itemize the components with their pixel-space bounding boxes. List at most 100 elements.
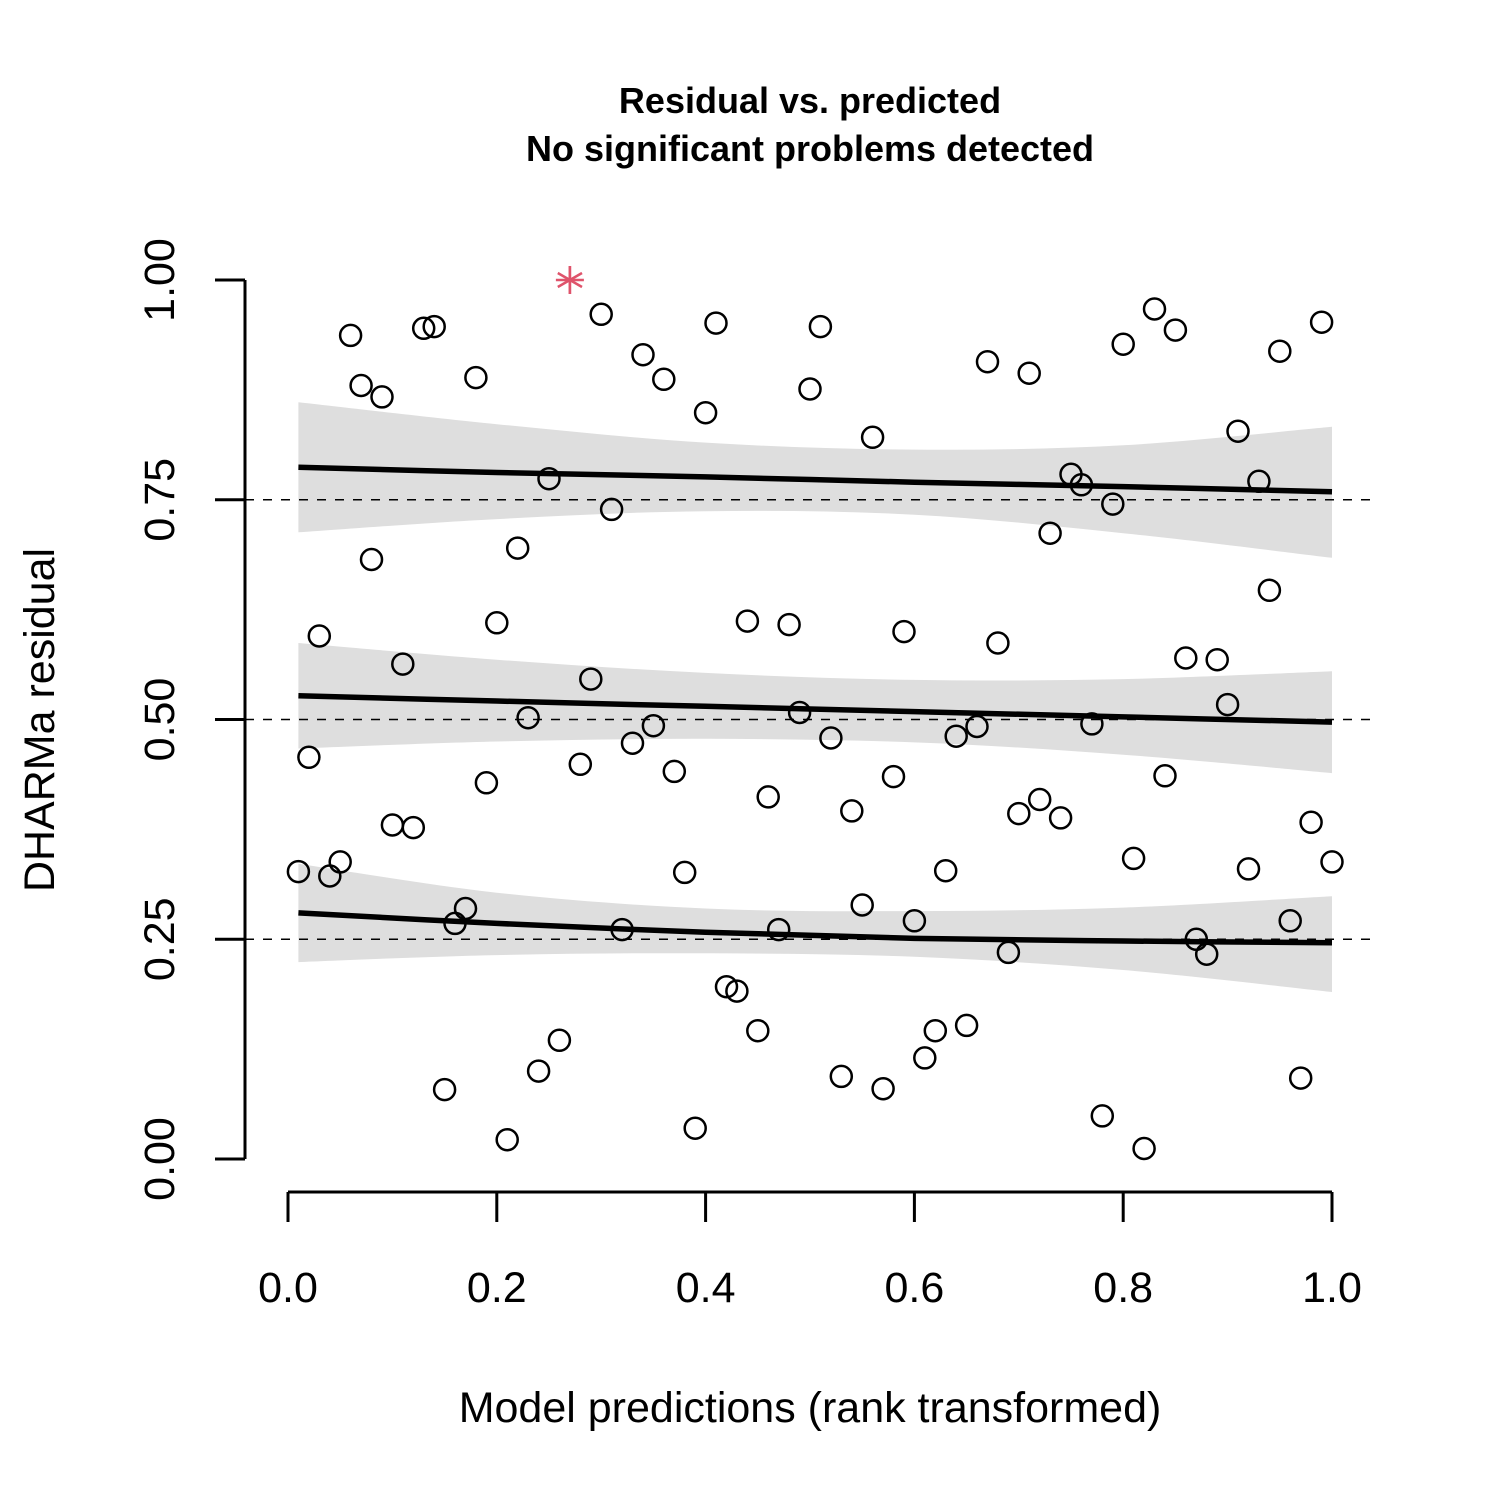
residual-point bbox=[338, 323, 363, 348]
residual-point bbox=[610, 917, 634, 942]
residual-point bbox=[286, 859, 311, 884]
residual-point bbox=[714, 974, 739, 999]
residual-point bbox=[933, 858, 958, 883]
residual-point bbox=[1142, 297, 1167, 321]
residual-point bbox=[1215, 692, 1240, 717]
residual-point bbox=[892, 619, 916, 644]
residual-point bbox=[547, 1028, 572, 1053]
residual-point bbox=[599, 497, 624, 522]
residual-point bbox=[453, 896, 478, 921]
residual-point bbox=[568, 752, 593, 777]
residual-point bbox=[1163, 318, 1188, 342]
x-tick-label: 0.2 bbox=[467, 1264, 527, 1312]
y-tick-label: 1.00 bbox=[136, 238, 184, 322]
quantile-line bbox=[298, 464, 1333, 495]
y-tick-label: 0.50 bbox=[136, 678, 184, 762]
residual-point bbox=[1132, 1136, 1156, 1161]
residual-point bbox=[777, 612, 801, 637]
x-tick-label: 0.6 bbox=[885, 1264, 945, 1312]
chart-title: Residual vs. predicted bbox=[619, 80, 1001, 121]
residual-point bbox=[579, 667, 603, 691]
residual-point bbox=[1153, 764, 1177, 788]
residual-point bbox=[1299, 810, 1323, 835]
y-tick-label: 0.00 bbox=[136, 1117, 184, 1201]
residual-point bbox=[370, 385, 394, 409]
residual-point bbox=[965, 714, 989, 739]
residual-point bbox=[923, 1018, 948, 1043]
residual-point bbox=[746, 1018, 770, 1043]
x-axis: 0.0 0.2 0.4 0.6 0.8 1.0 bbox=[258, 1190, 1362, 1312]
residual-point bbox=[1017, 361, 1041, 385]
residual-point bbox=[641, 713, 666, 738]
residual-point bbox=[1121, 846, 1146, 871]
residual-point bbox=[808, 314, 833, 339]
residual-point bbox=[422, 314, 446, 339]
y-tick-label: 0.75 bbox=[136, 458, 184, 542]
residual-point bbox=[401, 815, 426, 840]
residual-point bbox=[662, 759, 687, 784]
residual-points bbox=[286, 297, 1344, 1161]
residual-point bbox=[1309, 310, 1334, 334]
y-axis-label: DHARMa residual bbox=[16, 548, 64, 892]
residual-point bbox=[516, 705, 540, 730]
x-tick-label: 0.8 bbox=[1093, 1264, 1153, 1312]
residual-point bbox=[537, 466, 561, 491]
residual-point bbox=[787, 700, 812, 725]
residual-point bbox=[1278, 909, 1302, 933]
residual-point bbox=[819, 726, 843, 750]
residual-point bbox=[1069, 473, 1094, 497]
residual-point bbox=[986, 631, 1010, 655]
residual-point bbox=[1288, 1066, 1313, 1090]
residual-point bbox=[620, 731, 645, 755]
residual-point bbox=[704, 311, 728, 335]
residual-point bbox=[766, 917, 791, 942]
residual-point bbox=[944, 724, 968, 748]
residual-point bbox=[1236, 857, 1261, 881]
residual-point bbox=[860, 425, 885, 450]
residual-point bbox=[1194, 942, 1219, 966]
y-axis: 0.00 0.25 0.50 0.75 1.00 bbox=[136, 238, 247, 1201]
residual-point bbox=[1257, 578, 1282, 603]
outlier-points bbox=[555, 266, 584, 294]
residual-point bbox=[1174, 646, 1198, 670]
residual-point bbox=[1247, 469, 1271, 494]
outlier-point bbox=[555, 266, 584, 294]
residual-point bbox=[683, 1116, 707, 1140]
y-tick-label: 0.25 bbox=[136, 897, 184, 981]
x-tick-label: 1.0 bbox=[1302, 1264, 1362, 1312]
residual-point bbox=[735, 609, 760, 633]
residual-point bbox=[725, 979, 749, 1003]
residual-point bbox=[1038, 521, 1062, 545]
residual-point bbox=[693, 400, 718, 425]
residual-point bbox=[850, 893, 874, 917]
residual-point bbox=[349, 373, 373, 398]
x-axis-label: Model predictions (rank transformed) bbox=[459, 1384, 1162, 1432]
residual-point bbox=[307, 624, 332, 648]
residual-point bbox=[829, 1064, 854, 1089]
quantile-line bbox=[298, 910, 1333, 946]
residual-point bbox=[474, 771, 499, 795]
residual-point bbox=[631, 342, 655, 367]
x-tick-label: 0.0 bbox=[258, 1264, 318, 1312]
residual-point bbox=[1027, 787, 1052, 812]
residual-point bbox=[902, 909, 927, 933]
chart-subtitle: No significant problems detected bbox=[526, 128, 1094, 169]
residual-point bbox=[1090, 1104, 1115, 1128]
residual-point bbox=[913, 1046, 937, 1070]
residual-point bbox=[881, 764, 906, 789]
residual-point bbox=[505, 536, 530, 560]
residual-point bbox=[1048, 806, 1073, 830]
residual-point bbox=[871, 1076, 895, 1101]
residual-point bbox=[840, 799, 864, 823]
residual-point bbox=[954, 1013, 979, 1038]
residual-point bbox=[411, 316, 436, 341]
confidence-band bbox=[298, 863, 1332, 992]
residual-point bbox=[297, 745, 321, 770]
residual-point bbox=[1226, 419, 1250, 443]
residual-point bbox=[526, 1059, 551, 1083]
residual-point bbox=[996, 940, 1021, 965]
residual-point bbox=[485, 611, 509, 635]
residual-point bbox=[495, 1127, 519, 1152]
residual-point bbox=[1080, 712, 1104, 736]
residual-point bbox=[1320, 850, 1344, 874]
